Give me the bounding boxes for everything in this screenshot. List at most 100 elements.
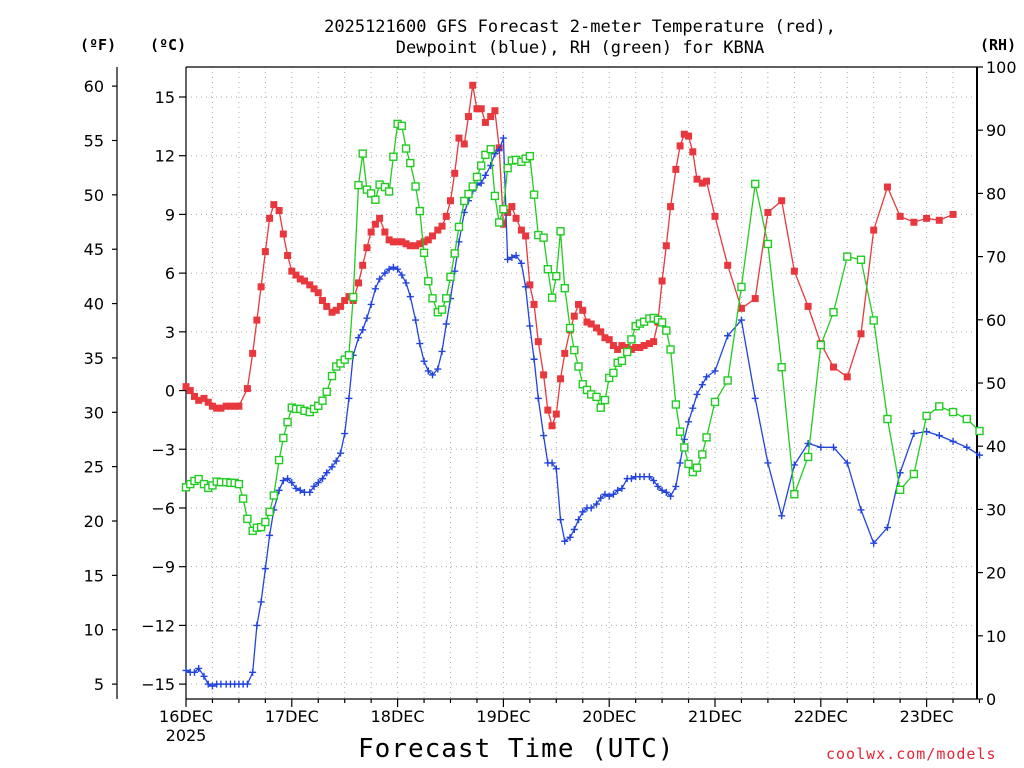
temperature-marker [186, 387, 194, 395]
rh-marker [671, 400, 681, 409]
dewpoint-marker [843, 459, 851, 467]
dewpoint-marker [363, 314, 371, 322]
dewpoint-marker [296, 486, 304, 494]
rh-marker [340, 355, 349, 364]
dewpoint-marker [402, 279, 410, 287]
temperature-marker [200, 394, 208, 402]
rh-marker [627, 335, 636, 344]
dewpoint-marker [778, 512, 786, 520]
temperature-marker [508, 203, 516, 211]
fahrenheit-tick-label: 55 [84, 131, 104, 150]
rh-marker [279, 433, 288, 443]
rh-marker [596, 403, 605, 412]
dewpoint-marker [817, 443, 825, 451]
temperature-marker [593, 324, 601, 332]
rh-marker [348, 292, 358, 302]
rh-marker [560, 284, 569, 293]
dewpoint-marker [416, 340, 424, 348]
dewpoint-marker [288, 479, 296, 487]
celsius-tick-label: 6 [165, 264, 175, 283]
dewpoint-marker [371, 285, 379, 293]
rh-series [181, 119, 984, 536]
temperature-marker [605, 336, 613, 344]
x-tick-label: 22DEC [794, 707, 848, 726]
rh-marker [617, 356, 627, 366]
rh-marker [450, 249, 459, 258]
dewpoint-marker [672, 482, 680, 490]
temperature-marker [213, 404, 221, 412]
rh-marker [948, 407, 958, 417]
dewpoint-marker [381, 269, 389, 277]
dewpoint-marker [703, 373, 711, 381]
rh-marker [460, 196, 469, 206]
rh-tick-label: 20 [986, 564, 1006, 583]
rh-marker [552, 271, 561, 281]
dewpoint-marker [676, 459, 684, 467]
rh-tick-label: 0 [986, 690, 996, 709]
temperature-marker [328, 308, 336, 316]
celsius-tick-label: 3 [165, 323, 175, 342]
temperature-marker [288, 267, 296, 275]
temperature-marker [190, 392, 198, 400]
temperature-marker [204, 398, 212, 406]
dewpoint-marker [292, 484, 300, 492]
temperature-marker [764, 208, 772, 216]
rh-marker [499, 204, 508, 214]
rh-marker [481, 150, 490, 160]
rh-marker [318, 396, 327, 405]
temperature-marker [253, 316, 261, 324]
rh-tick-label: 60 [986, 311, 1006, 330]
temperature-marker [231, 402, 239, 410]
dewpoint-marker [243, 680, 251, 688]
temperature-marker [464, 113, 472, 121]
temperature-marker [195, 396, 203, 404]
temperature-marker [935, 216, 943, 224]
dewpoint-marker [406, 293, 414, 301]
temperature-marker [597, 328, 605, 336]
rh-marker [529, 190, 539, 199]
rh-marker [468, 182, 477, 191]
dewpoint-marker [693, 390, 701, 398]
dewpoint-marker [963, 443, 971, 451]
temperature-marker [323, 302, 331, 310]
rh-marker [895, 485, 905, 495]
dewpoint-marker [601, 490, 609, 498]
x-tick-label: 19DEC [476, 707, 530, 726]
dewpoint-marker [332, 457, 340, 465]
temperature-marker [499, 220, 507, 228]
temperature-marker [376, 214, 384, 222]
temperature-marker [627, 345, 635, 353]
rh-marker [344, 350, 354, 360]
fahrenheit-tick-label: 20 [84, 512, 104, 531]
x-tick-label: 18DEC [371, 707, 425, 726]
rh-marker [609, 368, 618, 378]
temperature-marker [473, 105, 481, 113]
temperature-marker [416, 240, 424, 248]
temperature-marker [923, 214, 931, 222]
dewpoint-marker [896, 469, 904, 477]
rh-marker [274, 455, 284, 465]
dewpoint-marker [605, 492, 613, 500]
rh-marker [698, 450, 707, 459]
dewpoint-marker [420, 357, 428, 365]
rh-marker [592, 392, 601, 402]
dewpoint-marker [200, 672, 208, 680]
temperature-marker [429, 232, 437, 240]
temperature-marker [424, 236, 432, 244]
temperature-marker [724, 261, 732, 269]
dewpoint-marker [667, 492, 675, 500]
rh-marker [666, 345, 675, 354]
temperature-marker [345, 293, 353, 301]
temperature-marker [843, 373, 851, 381]
temperature-marker [522, 232, 530, 240]
temperature-marker [685, 132, 693, 140]
rh-marker [922, 411, 931, 421]
rh-marker [419, 248, 429, 258]
rh-marker [909, 469, 919, 479]
rh-marker [763, 239, 773, 249]
dewpoint-marker [650, 477, 658, 485]
temperature-marker [284, 252, 292, 260]
dewpoint-marker [253, 621, 261, 629]
dewpoint-marker [575, 516, 583, 524]
temperature-marker [552, 410, 560, 418]
